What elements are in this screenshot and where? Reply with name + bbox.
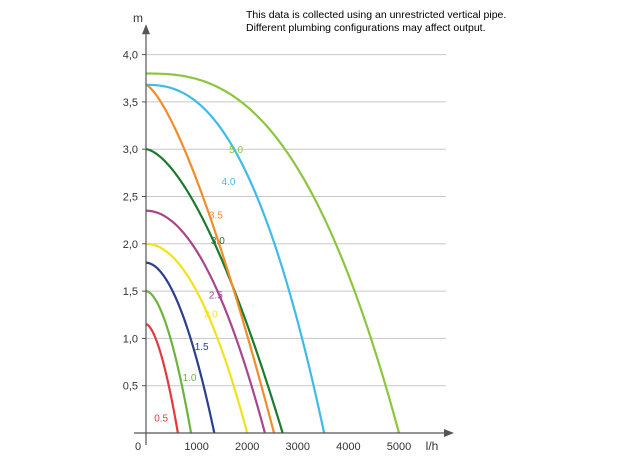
chart-note: This data is collected using an unrestri… <box>246 9 506 35</box>
x-tick-label-2: 2000 <box>235 441 259 453</box>
x-axis-label: l/h <box>426 439 439 453</box>
x-tick-label-1: 1000 <box>184 441 208 453</box>
curve-3-0 <box>145 148 284 434</box>
performance-curves <box>145 72 401 434</box>
x-tick-label-3: 3000 <box>286 441 310 453</box>
curve-label-3-0: 3.0 <box>211 236 225 247</box>
curve-3-5 <box>145 83 276 434</box>
tick-labels: 0,5 1,0 1,5 2,0 2,5 3,0 3,5 4,0 0 1000 2000 3000 400… <box>123 50 412 453</box>
curve-4-0 <box>145 83 326 434</box>
curve-label-3-5: 3.5 <box>209 210 223 221</box>
y-tick-label-3: 2,0 <box>123 239 138 251</box>
x-tick-label-4: 4000 <box>336 441 360 453</box>
curve-1-0 <box>145 290 193 434</box>
y-axis-arrow <box>142 24 150 35</box>
curve-label-0-5: 0.5 <box>154 414 168 425</box>
curve-label-1-0: 1.0 <box>183 373 197 384</box>
curve-label-2-5: 2.5 <box>209 291 223 302</box>
grid-lines <box>146 54 446 387</box>
y-tick-label-5: 3,0 <box>123 144 138 156</box>
curve-0-5 <box>145 323 179 434</box>
y-tick-label-7: 4,0 <box>123 50 138 62</box>
x-tick-label-0: 0 <box>135 441 141 453</box>
curve-2-5 <box>145 209 266 434</box>
curve-label-2-0: 2.0 <box>204 310 218 321</box>
curve-label-5-0: 5.0 <box>229 145 243 156</box>
x-axis-arrow <box>444 429 454 437</box>
curve-label-4-0: 4.0 <box>222 177 236 188</box>
axes: m l/h <box>133 11 454 453</box>
chart-note-line-2: Different plumbing configurations may af… <box>246 22 486 34</box>
y-axis-label: m <box>133 11 143 25</box>
chart-note-line-1: This data is collected using an unrestri… <box>246 9 507 21</box>
y-tick-label-0: 0,5 <box>123 381 138 393</box>
curve-2-0 <box>145 242 249 434</box>
curve-labels: 0.5 1.0 1.5 2.0 2.5 3.0 3.5 4.0 5.0 <box>154 145 243 425</box>
y-tick-label-2: 1,5 <box>123 286 138 298</box>
y-tick-label-6: 3,5 <box>123 97 138 109</box>
curve-5-0 <box>146 72 401 434</box>
y-tick-label-4: 2,5 <box>123 192 138 204</box>
curve-label-1-5: 1.5 <box>195 342 209 353</box>
curve-1-5 <box>145 261 216 434</box>
x-tick-label-5: 5000 <box>387 441 411 453</box>
y-tick-label-1: 1,0 <box>123 333 138 345</box>
